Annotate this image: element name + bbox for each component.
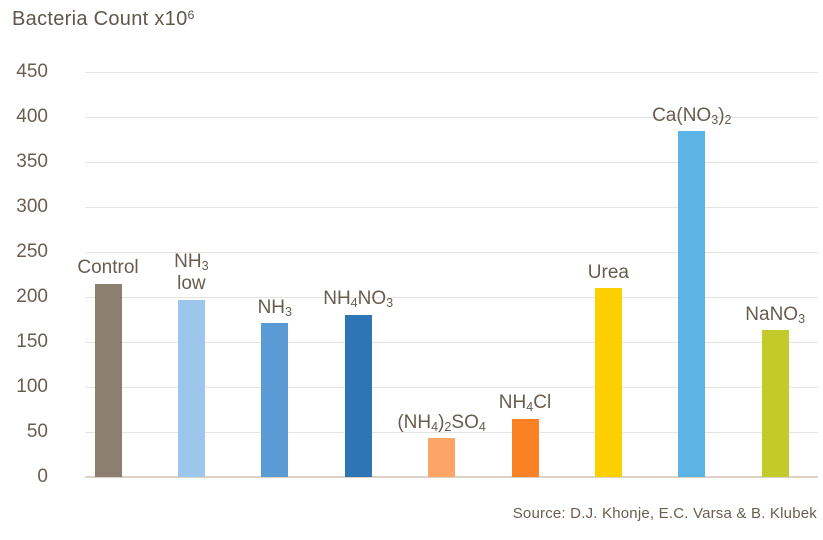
- source-credit: Source: D.J. Khonje, E.C. Varsa & B. Klu…: [512, 505, 817, 522]
- gridline-400: [85, 117, 818, 118]
- bar-nh-cl: [511, 418, 539, 477]
- bar-label-nh-so: (NH4)2SO4: [397, 411, 486, 434]
- gridline-50: [85, 432, 818, 433]
- y-tick-label-0: 0: [37, 466, 48, 487]
- gridline-350: [85, 162, 818, 163]
- gridline-100: [85, 387, 818, 388]
- bar-label-nh-no: NH4NO3: [323, 288, 394, 311]
- y-tick-label-200: 200: [16, 286, 48, 307]
- y-tick-label-50: 50: [26, 421, 48, 442]
- y-tick-label-350: 350: [16, 151, 48, 172]
- bar-nh-so: [428, 438, 456, 477]
- bar-nh-no: [344, 315, 372, 477]
- y-tick-label-450: 450: [16, 61, 48, 82]
- gridline-250: [85, 252, 818, 253]
- y-tick-label-100: 100: [16, 376, 48, 397]
- bar-label-nh: NH3: [257, 296, 293, 319]
- bar-nh: [261, 323, 289, 477]
- bar-control: [94, 283, 122, 477]
- bar-urea: [594, 288, 622, 477]
- y-tick-label-300: 300: [16, 196, 48, 217]
- bar-label-nano: NaNO3: [745, 303, 806, 326]
- y-tick-label-150: 150: [16, 331, 48, 352]
- y-tick-label-250: 250: [16, 241, 48, 262]
- bar-ca-no: [678, 131, 706, 477]
- chart-title: Bacteria Count x106: [12, 8, 195, 31]
- gridline-300: [85, 207, 818, 208]
- bar-nh-low: [177, 299, 205, 477]
- gridline-450: [85, 72, 818, 73]
- gridline-150: [85, 342, 818, 343]
- bar-label-ca-no: Ca(NO3)2: [652, 104, 732, 127]
- bar-nano: [761, 330, 789, 477]
- bar-label-nh-low: NH3 low: [174, 250, 209, 295]
- gridline-0: [85, 476, 818, 478]
- bar-label-nh-cl: NH4Cl: [498, 391, 552, 414]
- gridline-200: [85, 297, 818, 298]
- y-tick-label-400: 400: [16, 106, 48, 127]
- bar-label-urea: Urea: [587, 261, 629, 283]
- bar-label-control: Control: [77, 257, 139, 279]
